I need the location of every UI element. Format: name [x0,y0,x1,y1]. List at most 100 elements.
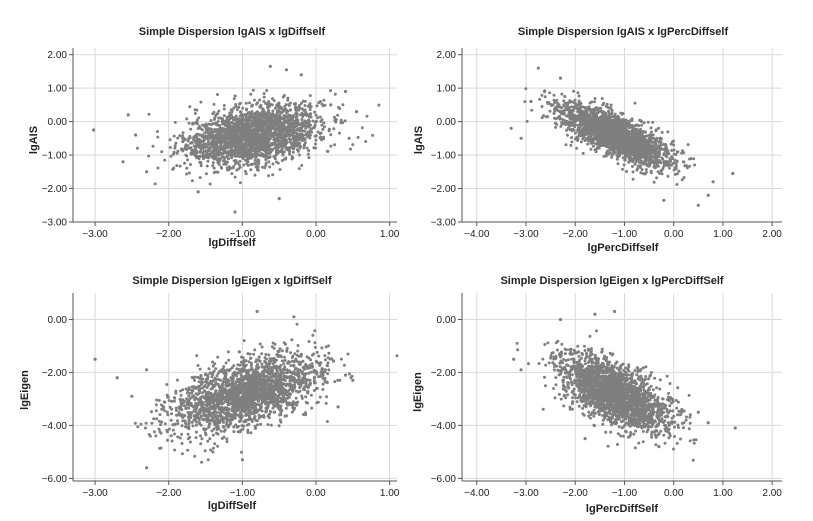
data-point [606,118,610,122]
data-point [617,134,621,138]
data-point [304,125,308,129]
data-point [631,170,635,174]
data-point [652,160,656,163]
data-point [252,98,256,102]
data-point [201,123,205,127]
data-point [267,145,271,149]
data-point [193,151,197,155]
data-point [289,108,292,112]
data-point [236,119,240,123]
data-point [617,117,621,121]
data-point [255,168,259,172]
data-point [251,154,255,158]
data-point [567,123,571,127]
data-point [249,168,253,172]
data-point [608,151,612,155]
data-point [596,132,600,136]
data-point [230,133,234,137]
data-point [584,117,588,121]
data-point [560,106,563,109]
data-point [267,174,271,178]
data-point [278,104,281,108]
outlier-point [711,180,715,184]
data-point [647,137,651,141]
data-point [530,108,534,112]
data-point [543,90,546,94]
data-point [574,102,578,106]
data-point [311,119,315,123]
data-point [646,150,650,154]
data-point [326,149,329,153]
data-point [243,169,247,173]
data-point [300,126,303,130]
data-point [663,147,667,151]
outlier-point [509,126,513,130]
data-point [200,128,204,132]
outlier-point [558,76,563,80]
outlier-point [519,136,523,140]
data-point [326,372,330,376]
data-point [583,122,587,126]
data-point [306,152,310,156]
data-point [309,123,312,127]
data-point [307,156,311,160]
data-point [267,137,271,141]
data-point [291,150,295,154]
data-point [643,152,646,156]
data-point [212,110,216,114]
data-point [227,358,231,362]
data-point [523,100,527,104]
y-tick-label: 0.00 [48,117,68,128]
data-point [623,146,627,150]
data-point [668,166,671,170]
data-point [207,146,211,150]
data-point [187,171,191,175]
data-point [223,156,226,160]
data-point [171,167,175,171]
data-point [356,135,360,139]
data-point [271,162,275,166]
data-point [233,162,237,166]
data-point [169,418,173,422]
data-point [629,147,633,151]
data-point [589,138,593,142]
data-point [297,108,301,112]
data-point [163,158,167,162]
data-point [235,168,239,172]
data-point [552,112,556,115]
data-point [213,143,217,146]
data-point [300,111,304,115]
data-point [241,138,244,142]
data-point [574,131,577,135]
data-point [233,94,237,98]
data-point [172,134,176,138]
data-point [300,107,304,111]
data-point [185,154,189,158]
data-point [298,122,302,126]
data-point [316,130,320,134]
data-point [236,136,240,140]
data-point [597,117,601,121]
data-point [674,167,678,171]
data-point [219,165,223,169]
data-point [637,153,641,157]
data-point [233,127,237,131]
data-point [629,131,632,135]
data-point [682,160,686,164]
data-point [573,119,577,123]
data-point [248,101,251,105]
data-point [214,170,218,174]
data-point [242,339,246,343]
data-point [193,108,197,112]
data-point [180,424,184,428]
data-point [153,182,157,186]
data-point [293,102,297,106]
data-point [173,146,177,150]
data-point [652,165,656,169]
data-point [216,140,220,144]
data-point [248,137,252,141]
data-point [604,104,608,108]
data-point [267,114,271,118]
data-point [260,123,264,126]
y-tick-label: 0.00 [437,117,457,128]
